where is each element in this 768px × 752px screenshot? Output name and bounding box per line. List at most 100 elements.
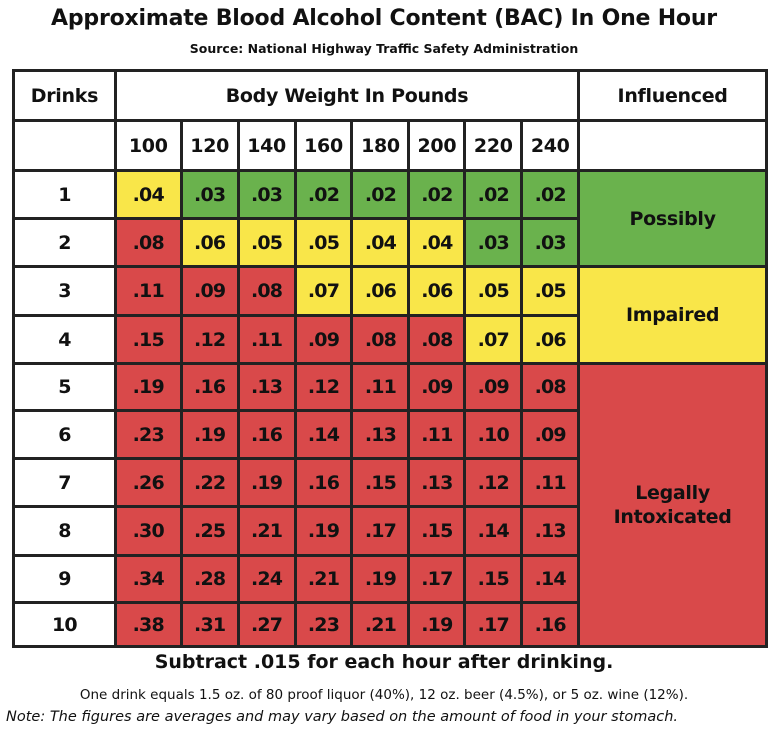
bac-cell: .09	[463, 362, 524, 412]
bac-cell: .08	[236, 265, 297, 317]
bac-cell: .11	[520, 457, 581, 508]
zone-possibly: Possibly	[577, 169, 768, 268]
bac-cell: .16	[236, 409, 297, 460]
bac-cell: .09	[407, 362, 467, 412]
bac-cell: .10	[463, 409, 524, 460]
bac-cell: .22	[179, 457, 240, 508]
bac-cell: .30	[113, 505, 183, 557]
weight-header-140: 140	[236, 119, 297, 172]
drinks-count: 8	[12, 505, 117, 557]
bac-cell: .14	[463, 505, 524, 557]
zone-label: Impaired	[625, 304, 720, 326]
bac-cell: .11	[350, 362, 411, 412]
bac-cell: .15	[113, 314, 183, 365]
bac-cell: .21	[293, 554, 354, 604]
table-row: 10.38.31.27.23.21.19.17.16	[12, 601, 767, 648]
bac-cell: .12	[293, 362, 354, 412]
bac-cell: .02	[520, 169, 581, 220]
bac-cell: .16	[179, 362, 240, 412]
table-row: 1.04.03.03.02.02.02.02.02 Possibly	[12, 169, 768, 268]
bac-cell: .34	[113, 554, 183, 604]
bac-cell: .02	[407, 169, 467, 220]
bac-cell: .12	[463, 457, 524, 508]
table-row: 8.30.25.21.19.17.15.14.13	[12, 505, 767, 557]
bac-cell: .11	[113, 265, 183, 317]
bac-cell: .23	[293, 601, 354, 648]
bac-cell: .05	[463, 265, 524, 317]
weight-header-180: 180	[350, 119, 411, 172]
bac-cell: .03	[463, 217, 524, 268]
bac-cell: .23	[113, 409, 183, 460]
bac-cell: .06	[350, 265, 411, 317]
table-row: 4.15.12.11.09.08.08.07.06	[12, 314, 767, 365]
bac-table: Drinks Body Weight In Pounds Influenced …	[12, 69, 768, 648]
bac-cell: .03	[179, 169, 240, 220]
bac-cell: .13	[350, 409, 411, 460]
drinks-count: 1	[12, 169, 117, 220]
bac-cell: .08	[407, 314, 467, 365]
influenced-header: Influenced	[577, 69, 768, 122]
weight-header-160: 160	[293, 119, 354, 172]
empty-header-cell	[12, 119, 117, 172]
bac-cell: .07	[293, 265, 354, 317]
drinks-count: 3	[12, 265, 117, 317]
bac-cell: .16	[293, 457, 354, 508]
bac-cell: .14	[293, 409, 354, 460]
zone-label: Possibly	[629, 207, 716, 230]
bac-cell: .26	[113, 457, 183, 508]
zone-legally-intoxicated: Legally Intoxicated	[577, 362, 768, 648]
table-row: 3.11.09.08.07.06.06.05.05 Impaired	[12, 265, 768, 365]
bac-cell: .05	[293, 217, 354, 268]
bac-cell: .09	[293, 314, 354, 365]
bac-cell: .21	[236, 505, 297, 557]
bac-cell: .05	[520, 265, 581, 317]
chart-title: Approximate Blood Alcohol Content (BAC) …	[51, 6, 717, 31]
bac-cell: .19	[407, 601, 467, 648]
bac-cell: .03	[520, 217, 581, 268]
drinks-count: 9	[12, 554, 117, 604]
bac-cell: .31	[179, 601, 240, 648]
body-weight-header: Body Weight In Pounds	[113, 69, 581, 122]
bac-cell: .07	[463, 314, 524, 365]
bac-cell: .24	[236, 554, 297, 604]
bac-cell: .25	[179, 505, 240, 557]
bac-cell: .19	[179, 409, 240, 460]
bac-cell: .06	[179, 217, 240, 268]
zone-label: Legally Intoxicated	[613, 482, 732, 528]
bac-cell: .02	[350, 169, 411, 220]
bac-cell: .15	[350, 457, 411, 508]
bac-cell: .06	[520, 314, 581, 365]
bac-cell: .19	[113, 362, 183, 412]
table-row: 5.19.16.13.12.11.09.09.08 Legally Intoxic…	[12, 362, 768, 648]
bac-cell: .15	[407, 505, 467, 557]
bac-cell: .27	[236, 601, 297, 648]
bac-cell: .19	[236, 457, 297, 508]
drinks-count: 2	[12, 217, 117, 268]
drinks-count: 10	[12, 601, 117, 648]
bac-cell: .11	[407, 409, 467, 460]
weight-header-100: 100	[113, 119, 183, 172]
drinks-count: 7	[12, 457, 117, 508]
bac-cell: .13	[520, 505, 581, 557]
one-drink-note: One drink equals 1.5 oz. of 80 proof liq…	[79, 687, 689, 703]
empty-header-cell	[577, 119, 768, 172]
bac-cell: .04	[113, 169, 183, 220]
weight-header-200: 200	[407, 119, 467, 172]
table-row: 6.23.19.16.14.13.11.10.09	[12, 409, 767, 460]
bac-cell: .02	[293, 169, 354, 220]
bac-cell: .12	[179, 314, 240, 365]
bac-cell: .17	[463, 601, 524, 648]
drinks-count: 5	[12, 362, 117, 412]
bac-cell: .09	[520, 409, 581, 460]
bac-cell: .16	[520, 601, 581, 648]
bac-cell: .11	[236, 314, 297, 365]
drinks-count: 6	[12, 409, 117, 460]
table-row: 7.26.22.19.16.15.13.12.11	[12, 457, 767, 508]
subtract-note: Subtract .015 for each hour after drinki…	[154, 651, 614, 673]
bac-cell: .08	[113, 217, 183, 268]
zone-impaired: Impaired	[577, 265, 768, 365]
table-row: 9.34.28.24.21.19.17.15.14	[12, 554, 767, 604]
weight-header-240: 240	[520, 119, 581, 172]
bac-cell: .17	[350, 505, 411, 557]
drinks-header: Drinks	[12, 69, 117, 122]
